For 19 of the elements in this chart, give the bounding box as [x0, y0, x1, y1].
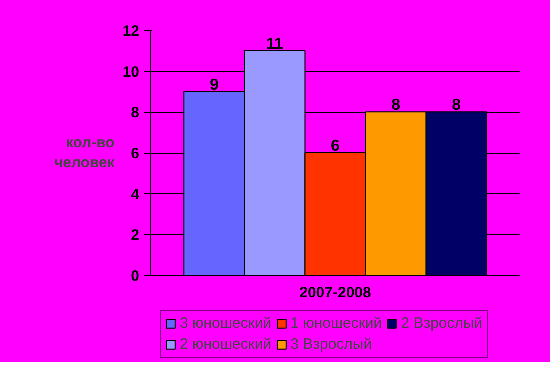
y-tick-label: 12 [122, 23, 140, 40]
y-tick-label: 2 [131, 227, 140, 244]
y-tick-label: 10 [122, 64, 140, 81]
data-label: 8 [452, 97, 462, 114]
legend-label: 1 юношеский [290, 315, 382, 332]
data-label: 11 [266, 36, 284, 53]
y-tick-label: 0 [131, 268, 140, 285]
data-label: 9 [210, 76, 219, 94]
y-axis-title: кол-во человек [54, 134, 116, 172]
legend-label: 2 юношеский [180, 336, 272, 353]
y-tick-label: 6 [131, 146, 140, 162]
x-tick-label: 2007-2008 [300, 284, 372, 302]
data-label: 6 [331, 138, 340, 155]
legend-label: 3 юношеский [180, 315, 272, 332]
data-label: 8 [392, 97, 401, 114]
y-tick-label: 8 [131, 104, 140, 122]
legend-label: 2 Взрослый [401, 315, 483, 332]
legend-label: 3 Взрослый [290, 336, 372, 353]
y-tick-label: 4 [131, 186, 140, 204]
